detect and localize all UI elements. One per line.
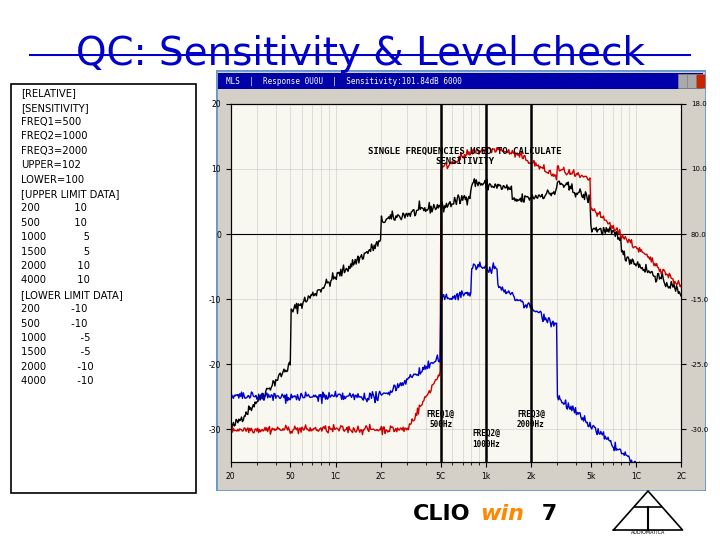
Text: MLS  |  Response 0U0U  |  Sensitivity:101.84dB 6000: MLS | Response 0U0U | Sensitivity:101.84… [226,77,462,86]
FancyBboxPatch shape [11,84,196,492]
FancyBboxPatch shape [218,73,703,89]
Text: FREQ2@
1000Hz: FREQ2@ 1000Hz [472,429,500,449]
Text: CLIO: CLIO [413,504,471,524]
Text: win: win [480,504,524,524]
Text: FREQ3@
2000Hz: FREQ3@ 2000Hz [517,410,545,429]
Text: AUDIOMATICA: AUDIOMATICA [631,530,665,535]
Text: [RELATIVE]
[SENSITIVITY]
FREQ1=500
FREQ2=1000
FREQ3=2000
UPPER=102
LOWER=100
[UP: [RELATIVE] [SENSITIVITY] FREQ1=500 FREQ2… [21,88,122,386]
FancyBboxPatch shape [678,74,686,89]
FancyBboxPatch shape [216,70,706,491]
Text: FREQ1@
500Hz: FREQ1@ 500Hz [427,410,454,429]
FancyBboxPatch shape [688,74,696,89]
Text: 7: 7 [534,504,557,524]
Text: SINGLE FREQUENCIES USED TO CALCULATE
SENSITIVITY: SINGLE FREQUENCIES USED TO CALCULATE SEN… [368,147,562,166]
Text: QC: Sensitivity & Level check: QC: Sensitivity & Level check [76,35,644,73]
FancyBboxPatch shape [696,74,705,89]
